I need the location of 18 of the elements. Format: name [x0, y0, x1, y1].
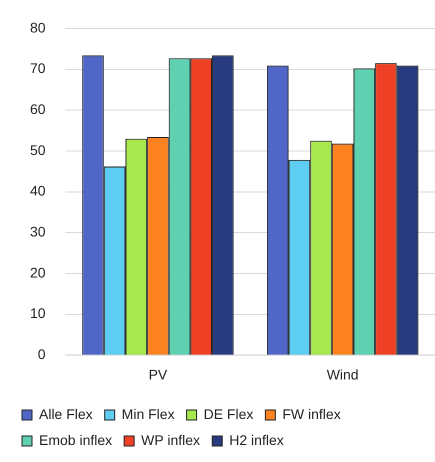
- legend-label: FW inflex: [282, 406, 341, 422]
- x-tick-label: PV: [148, 366, 168, 382]
- legend-label: DE Flex: [204, 406, 254, 422]
- y-tick-label: 30: [30, 224, 46, 240]
- x-tick-label: Wind: [326, 366, 359, 382]
- y-tick-label: 70: [30, 60, 46, 76]
- legend-label: H2 inflex: [229, 432, 284, 448]
- legend-label: Min Flex: [122, 406, 175, 422]
- y-tick-label: 80: [30, 19, 46, 36]
- y-tick-label: 0: [38, 346, 46, 362]
- y-tick-label: 40: [30, 182, 46, 199]
- y-tick-label: 10: [30, 305, 46, 322]
- y-tick-label: 50: [30, 142, 46, 158]
- legend-label: Alle Flex: [39, 406, 93, 422]
- y-tick-label: 60: [30, 100, 46, 117]
- y-tick-label: 20: [30, 264, 46, 280]
- legend-label: WP inflex: [141, 432, 200, 448]
- legend-label: Emob inflex: [39, 432, 112, 448]
